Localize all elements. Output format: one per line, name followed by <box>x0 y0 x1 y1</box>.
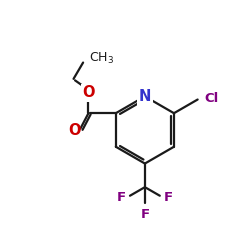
Text: O: O <box>68 123 80 138</box>
Text: F: F <box>164 191 173 204</box>
Text: N: N <box>139 89 151 104</box>
Text: F: F <box>117 191 126 204</box>
Text: O: O <box>82 85 95 100</box>
Text: Cl: Cl <box>204 92 219 105</box>
Text: F: F <box>140 208 149 221</box>
Text: CH$_3$: CH$_3$ <box>89 51 114 66</box>
